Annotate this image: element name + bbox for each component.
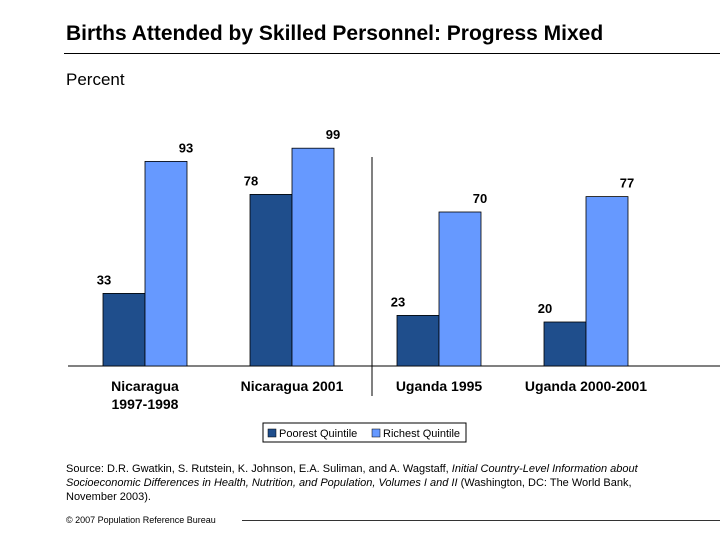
bar-richest-1: [291, 147, 335, 367]
data-label: 99: [326, 127, 340, 142]
bar-poorest-2: [396, 314, 440, 367]
data-label: 33: [97, 272, 111, 287]
copyright: © 2007 Population Reference Bureau: [66, 515, 216, 525]
unit-label: Percent: [66, 70, 125, 89]
data-label: 77: [620, 176, 634, 191]
bar-poorest-1: [249, 193, 293, 367]
bar-poorest-0: [102, 292, 146, 367]
bar-richest-0: [144, 160, 188, 367]
legend-swatch: [371, 428, 381, 438]
bar-richest-2: [438, 211, 482, 367]
category-label: Uganda 1995: [396, 378, 483, 394]
source-prefix: Source: D.R. Gwatkin, S. Rutstein, K. Jo…: [66, 463, 452, 475]
bar-richest-3: [585, 196, 629, 367]
legend-swatch: [267, 428, 277, 438]
legend-label: Richest Quintile: [383, 428, 460, 440]
chart-title: Births Attended by Skilled Personnel: Pr…: [66, 22, 604, 45]
data-label: 23: [391, 294, 405, 309]
category-label: Nicaragua 2001: [241, 378, 344, 394]
title-divider: [64, 53, 720, 54]
legend-label: Poorest Quintile: [279, 428, 357, 440]
data-label: 70: [473, 191, 487, 206]
data-label: 78: [244, 173, 258, 188]
category-label: Uganda 2000-2001: [525, 378, 647, 394]
legend-box: [262, 422, 467, 443]
category-label: Nicaragua: [111, 378, 179, 394]
footer-divider: [242, 520, 720, 521]
bar-poorest-3: [543, 321, 587, 367]
data-label: 20: [538, 301, 552, 316]
bar-chart: 33 93 Nicaragua 1997-1998 78 99 Nicaragua 2001…: [68, 127, 720, 443]
data-label: 93: [179, 140, 193, 155]
source-note: Source: D.R. Gwatkin, S. Rutstein, K. Jo…: [66, 462, 676, 504]
source-title: Initial Country-Level Information about …: [66, 463, 638, 489]
category-label: 1997-1998: [112, 396, 179, 412]
source-suffix: (Washington, DC: The World Bank, Novembe…: [66, 477, 632, 503]
